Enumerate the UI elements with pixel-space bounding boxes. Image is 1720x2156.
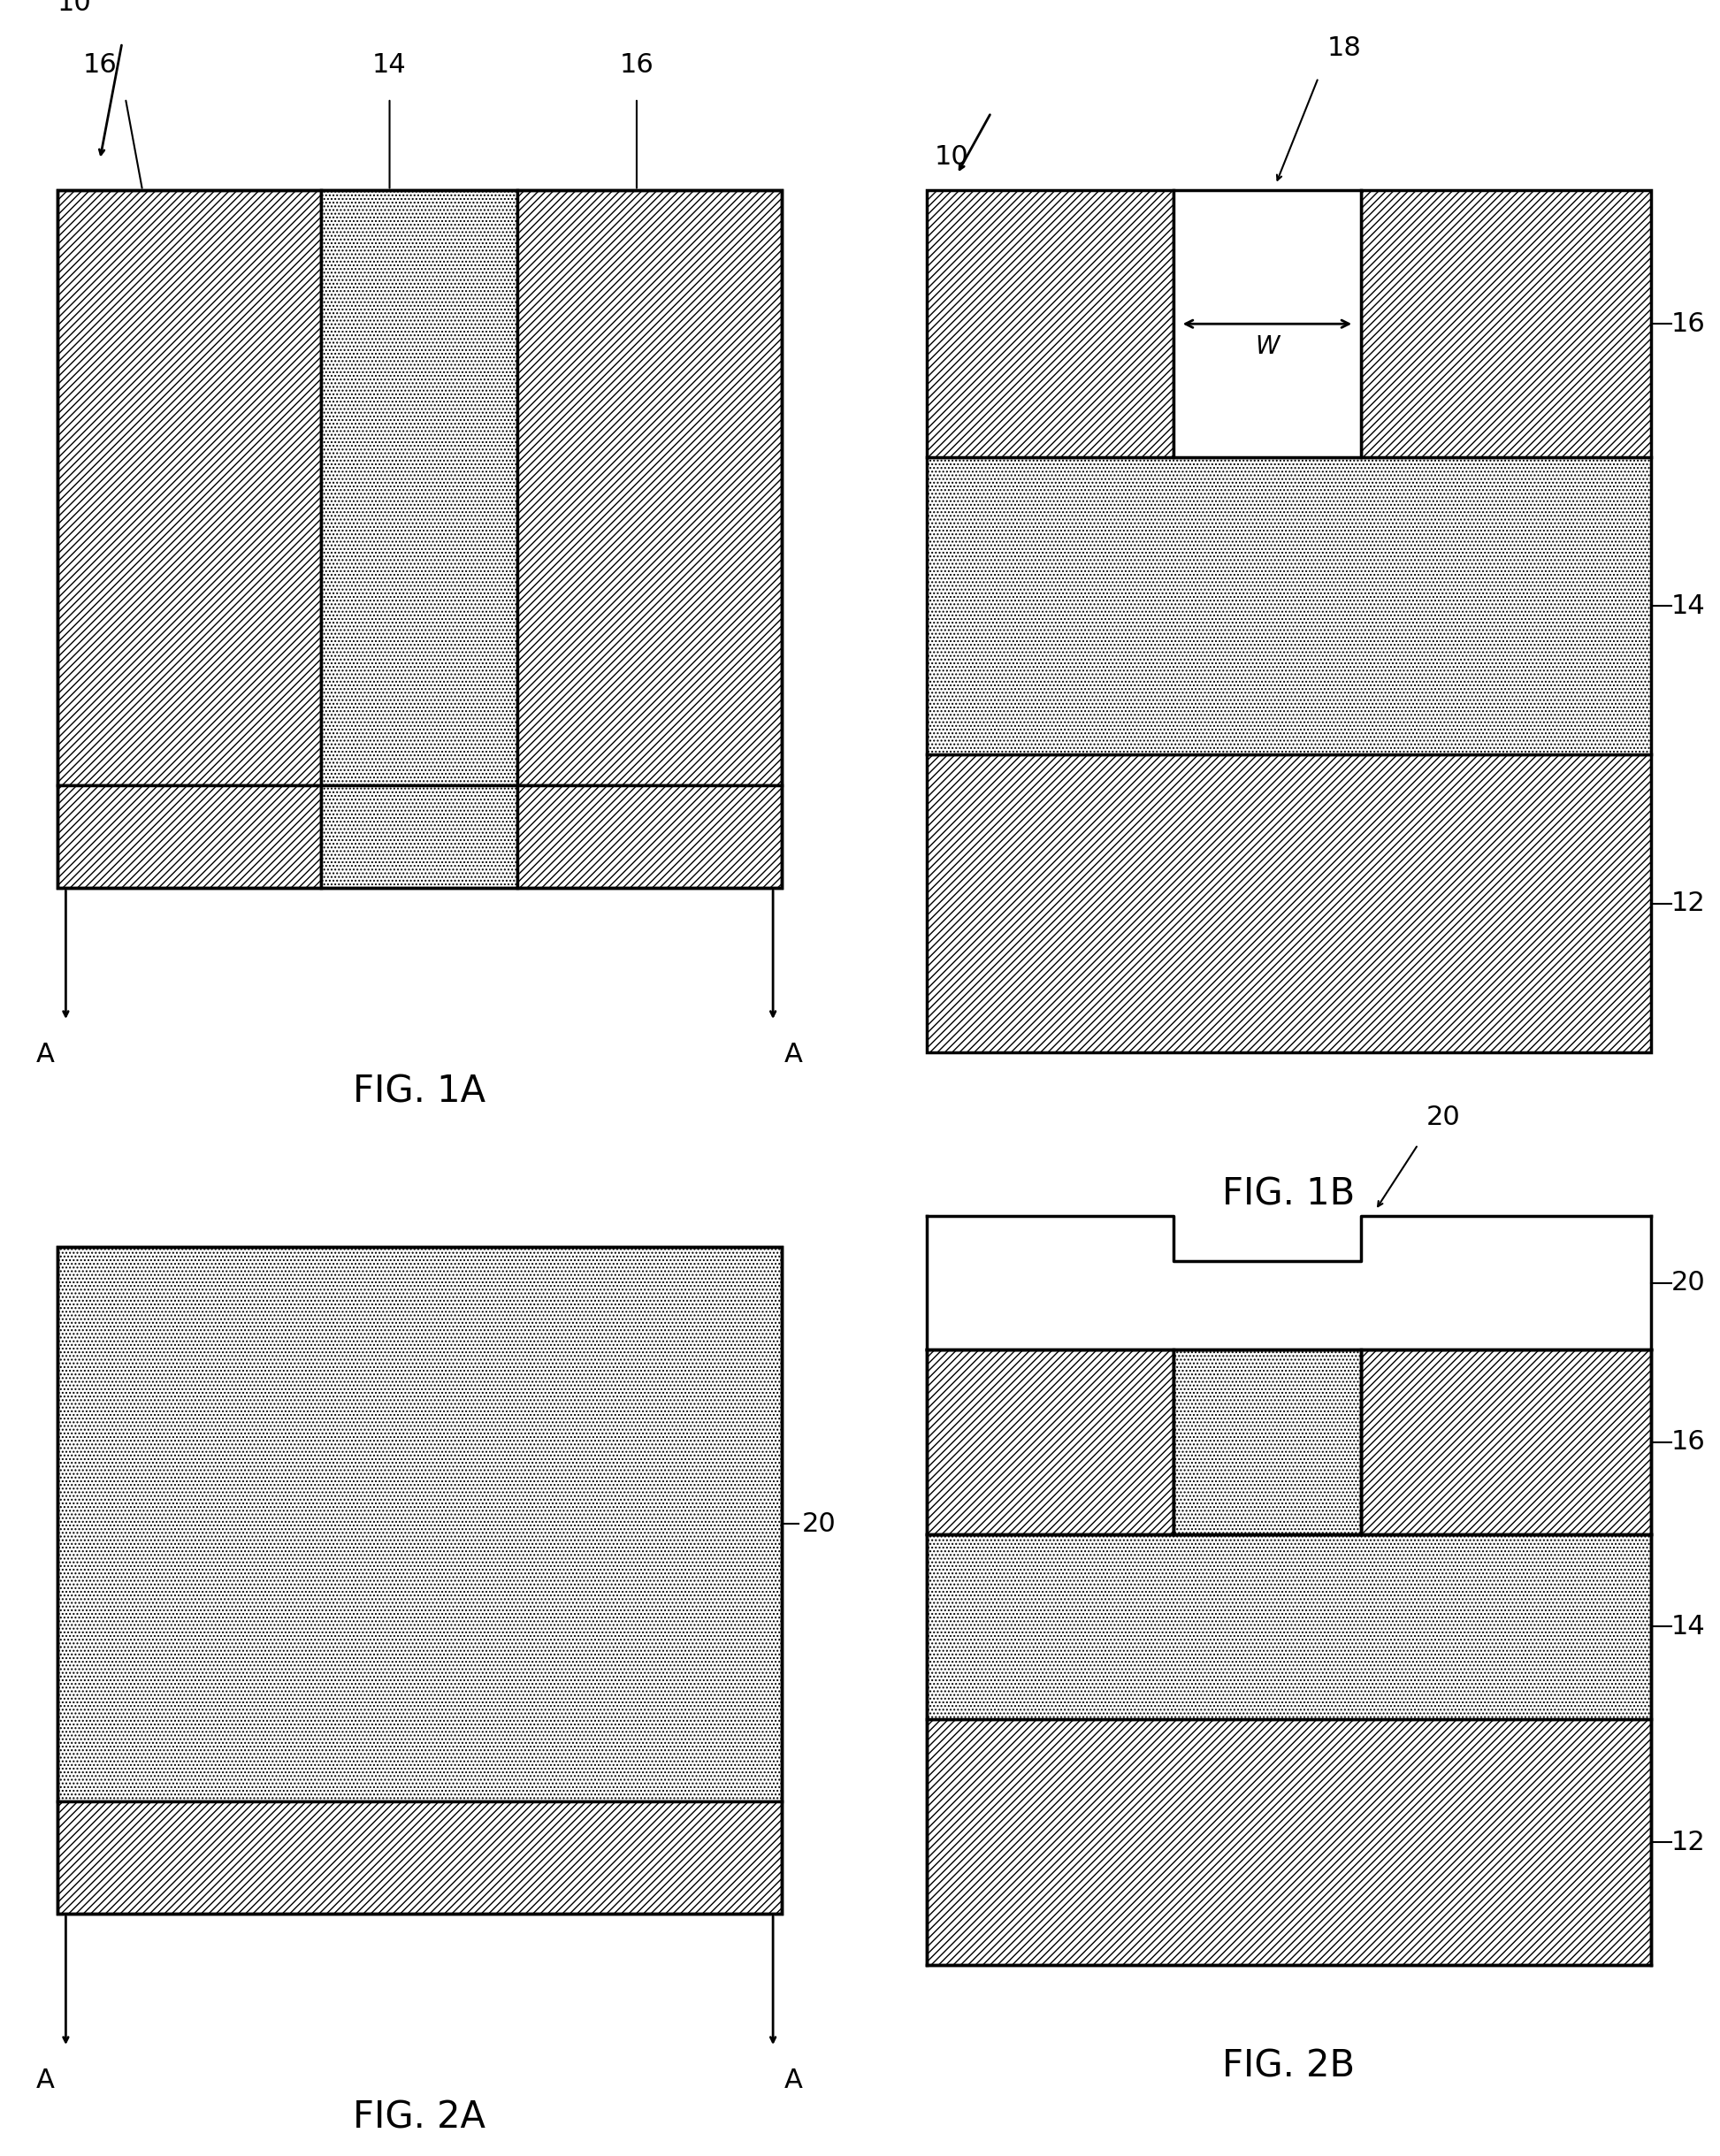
Bar — [57, 1800, 781, 1915]
Text: 14: 14 — [1672, 593, 1705, 619]
Bar — [927, 1535, 1651, 1718]
Text: A: A — [36, 1041, 55, 1067]
Bar — [1173, 1261, 1361, 1350]
Text: 12: 12 — [1672, 890, 1705, 916]
Text: 14: 14 — [373, 52, 406, 78]
Text: 20: 20 — [1426, 1104, 1460, 1130]
Text: W: W — [1256, 334, 1280, 358]
Text: A: A — [784, 1041, 803, 1067]
Bar — [57, 1246, 781, 1915]
Bar — [1361, 1216, 1651, 1350]
Text: 16: 16 — [619, 52, 654, 78]
Bar — [1173, 190, 1361, 457]
Text: 18: 18 — [1326, 37, 1361, 60]
Bar — [57, 190, 781, 888]
Text: FIG. 2B: FIG. 2B — [1223, 2048, 1355, 2085]
Bar — [927, 1350, 1173, 1535]
Bar — [927, 1216, 1173, 1350]
Bar — [518, 190, 781, 785]
Text: A: A — [36, 2068, 55, 2093]
Text: 14: 14 — [1672, 1615, 1705, 1639]
Text: A: A — [784, 2068, 803, 2093]
Bar — [1361, 190, 1651, 457]
Text: FIG. 1B: FIG. 1B — [1221, 1175, 1355, 1212]
Text: 20: 20 — [1672, 1270, 1705, 1296]
Text: 16: 16 — [1672, 310, 1705, 336]
Bar — [57, 190, 322, 785]
Bar — [518, 785, 781, 888]
Bar — [927, 457, 1651, 755]
Text: 20: 20 — [802, 1511, 836, 1537]
Bar — [927, 755, 1651, 1052]
Text: 16: 16 — [83, 52, 117, 78]
Bar — [927, 1718, 1651, 1966]
Bar — [927, 190, 1173, 457]
Bar — [1173, 1350, 1361, 1535]
Text: FIG. 1A: FIG. 1A — [353, 1074, 485, 1110]
Text: 12: 12 — [1672, 1828, 1705, 1854]
Text: 10: 10 — [936, 144, 968, 170]
Bar — [322, 190, 518, 785]
Bar — [57, 1246, 781, 1800]
Bar — [322, 785, 518, 888]
Bar — [57, 785, 322, 888]
Bar — [1361, 1350, 1651, 1535]
Text: FIG. 2A: FIG. 2A — [353, 2098, 485, 2137]
Text: 10: 10 — [57, 0, 91, 15]
Text: 16: 16 — [1672, 1429, 1705, 1455]
